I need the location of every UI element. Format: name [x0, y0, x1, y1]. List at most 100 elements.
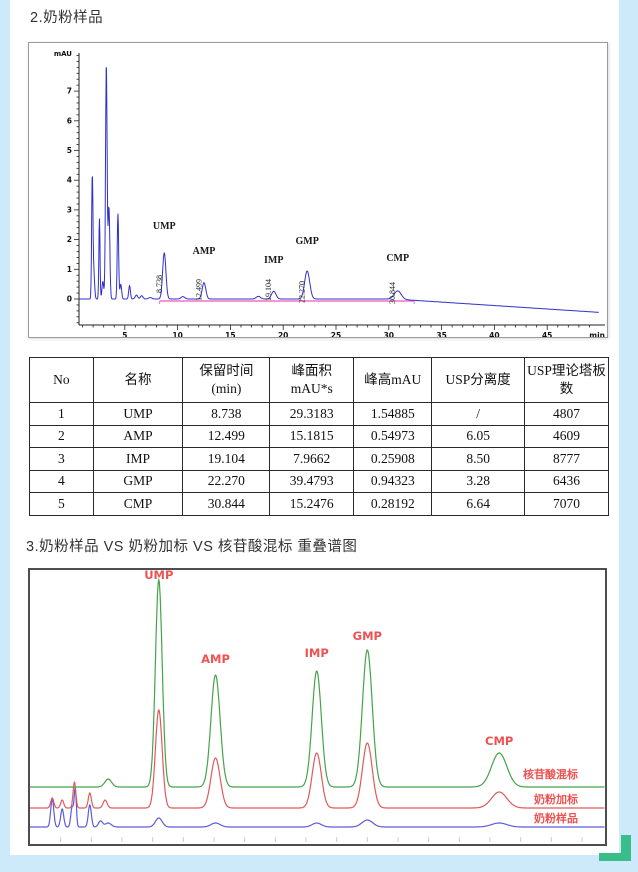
table-cell: 7070 — [524, 492, 609, 516]
table-cell: 0.25908 — [353, 447, 433, 471]
table-header-cell: 峰面积 mAU*s — [269, 357, 355, 403]
peak-table: No 名称 保留时间 (min) 峰面积 mAU*s 峰高mAU USP分离度 USP理论塔板数… — [29, 357, 609, 516]
table-cell: 2 — [29, 424, 94, 448]
table-cell: / — [431, 402, 525, 426]
peak-rt-label-ump: 8.738 — [155, 275, 164, 293]
table-cell: 30.844 — [182, 492, 271, 516]
table-row: 2 AMP 12.499 15.1815 0.54973 6.05 4609 — [29, 424, 609, 448]
overlay-trace-2 — [30, 787, 605, 828]
article-page: 2.奶粉样品 0 1 2 3 4 5 6 7 mAU 5 10 15 20 25 30 35 40 45 min UM… — [10, 0, 619, 855]
x-tick-label: 45 — [542, 331, 552, 337]
y-tick-label: 5 — [67, 146, 72, 155]
table-cell: 19.104 — [182, 447, 271, 471]
overlay-peak-label-imp: IMP — [305, 646, 329, 660]
overlay-peak-label-amp: AMP — [201, 652, 230, 666]
x-tick-label: 30 — [384, 331, 394, 337]
table-cell: 7.9662 — [269, 447, 355, 471]
overlay-trace-1 — [30, 708, 605, 809]
table-cell: 3 — [29, 447, 94, 471]
legend-label-1: 奶粉加标 — [534, 792, 578, 806]
y-tick-label: 6 — [67, 116, 72, 125]
table-row: 3 IMP 19.104 7.9662 0.25908 8.50 8777 — [29, 447, 609, 471]
table-cell: 0.94323 — [353, 469, 433, 493]
table-cell: CMP — [92, 492, 184, 516]
table-cell: 5 — [29, 492, 94, 516]
table-row: 4 GMP 22.270 39.4793 0.94323 3.28 6436 — [29, 469, 609, 493]
x-tick-label: 35 — [436, 331, 446, 337]
y-tick-label: 7 — [67, 87, 72, 96]
x-axis-unit-label: min — [589, 331, 605, 337]
table-cell: 6436 — [524, 469, 609, 493]
peak-rt-label-amp: 12.499 — [195, 279, 204, 301]
table-cell: IMP — [92, 447, 184, 471]
x-tick-label: 25 — [331, 331, 341, 337]
peak-name-label-cmp: CMP — [386, 253, 409, 264]
table-cell: UMP — [92, 402, 184, 426]
y-tick-label: 1 — [67, 265, 72, 274]
section-3-heading: 3.奶粉样品 VS 奶粉加标 VS 核苷酸混标 重叠谱图 — [26, 539, 358, 555]
peak-name-label-ump: UMP — [153, 221, 176, 232]
table-cell: 8777 — [524, 447, 609, 471]
table-header-row: No 名称 保留时间 (min) 峰面积 mAU*s 峰高mAU USP分离度 USP理论塔板数 — [29, 357, 609, 403]
table-cell: 22.270 — [182, 469, 271, 493]
overlay-peak-label-gmp: GMP — [353, 629, 382, 643]
table-cell: 29.3183 — [269, 402, 355, 426]
peak-name-label-amp: AMP — [193, 246, 216, 257]
table-cell: 0.54973 — [353, 424, 433, 448]
y-tick-label: 4 — [67, 176, 72, 185]
y-tick-label: 2 — [67, 235, 72, 244]
table-cell: 15.2476 — [269, 492, 355, 516]
corner-bracket-decoration — [599, 835, 631, 861]
table-cell: 8.738 — [182, 402, 271, 426]
y-tick-label: 0 — [67, 295, 72, 304]
table-cell: GMP — [92, 469, 184, 493]
table-row: 5 CMP 30.844 15.2476 0.28192 6.64 7070 — [29, 492, 609, 516]
peak-rt-label-gmp: 22.270 — [298, 281, 307, 303]
peak-rt-label-cmp: 30.844 — [388, 282, 397, 304]
table-header-cell: USP分离度 — [431, 357, 525, 403]
table-cell: 4807 — [524, 402, 609, 426]
overlay-chromatogram-figure: UMP AMP IMP GMP CMP 核苷酸混标奶粉加标奶粉样品 — [28, 568, 607, 846]
table-cell: 15.1815 — [269, 424, 355, 448]
x-tick-label: 20 — [278, 331, 288, 337]
table-cell: 1 — [29, 402, 94, 426]
overlay-peak-label-ump: UMP — [144, 570, 173, 582]
legend-label-2: 奶粉样品 — [534, 811, 578, 825]
legend-label-0: 核苷酸混标 — [523, 767, 578, 781]
chromatogram-figure: 0 1 2 3 4 5 6 7 mAU 5 10 15 20 25 30 35 40 45 min UMP 8.738 A… — [28, 42, 608, 340]
chromatogram-trace — [79, 67, 599, 313]
table-header-cell: 峰高mAU — [353, 357, 433, 403]
table-cell: 3.28 — [431, 469, 525, 493]
table-cell: AMP — [92, 424, 184, 448]
table-cell: 8.50 — [431, 447, 525, 471]
table-header-cell: USP理论塔板数 — [524, 357, 609, 403]
x-tick-label: 40 — [489, 331, 499, 337]
table-cell: 1.54885 — [353, 402, 433, 426]
peak-table-wrap: No 名称 保留时间 (min) 峰面积 mAU*s 峰高mAU USP分离度 USP理论塔板数… — [29, 357, 609, 516]
table-header-cell: 保留时间 (min) — [182, 357, 271, 403]
table-cell: 4 — [29, 469, 94, 493]
x-tick-label: 15 — [225, 331, 235, 337]
overlay-trace-0 — [30, 577, 605, 788]
table-header-cell: 名称 — [92, 357, 184, 403]
x-tick-label: 5 — [122, 331, 127, 337]
table-cell: 39.4793 — [269, 469, 355, 493]
overlay-peak-label-cmp: CMP — [485, 734, 513, 748]
peak-name-label-gmp: GMP — [296, 236, 319, 247]
table-cell: 12.499 — [182, 424, 271, 448]
y-tick-label: 3 — [67, 205, 72, 214]
y-axis-unit-label: mAU — [54, 50, 72, 58]
table-cell: 6.64 — [431, 492, 525, 516]
table-header-cell: No — [29, 357, 94, 403]
x-tick-label: 10 — [172, 331, 182, 337]
section-2-heading: 2.奶粉样品 — [30, 10, 104, 26]
peak-name-label-imp: IMP — [264, 255, 283, 266]
table-cell: 4609 — [524, 424, 609, 448]
peak-rt-label-imp: 19.104 — [264, 279, 273, 301]
table-cell: 0.28192 — [353, 492, 433, 516]
table-cell: 6.05 — [431, 424, 525, 448]
table-row: 1 UMP 8.738 29.3183 1.54885/4807 — [29, 402, 609, 426]
